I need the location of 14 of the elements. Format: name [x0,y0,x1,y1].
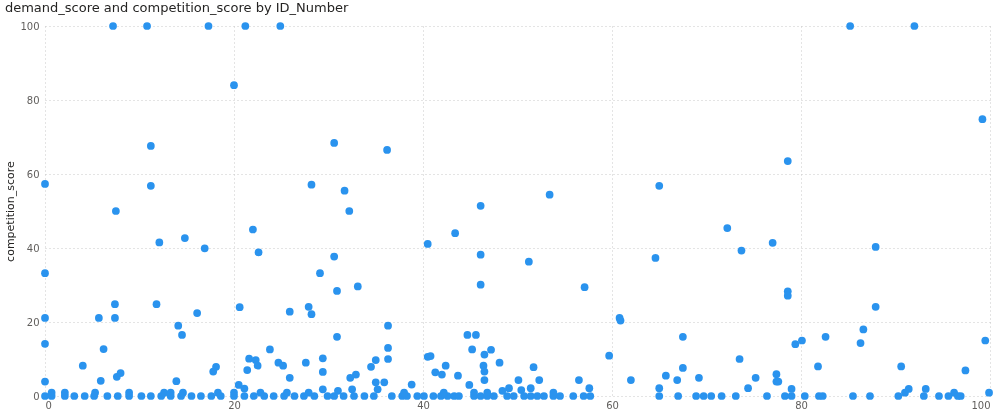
x-tick-label: 20 [228,399,241,411]
y-tick-label: 40 [26,242,40,254]
x-tick-label: 0 [45,399,52,411]
y-tick-label: 60 [26,168,40,180]
x-tick-label: 40 [417,399,430,411]
y-tick-label: 100 [20,20,40,32]
x-tick-label: 100 [971,399,991,411]
x-tick-label: 80 [795,399,808,411]
x-tick-label: 60 [606,399,619,411]
chart-title: demand_score and competition_score by ID_Number [4,0,349,15]
y-tick-label: 80 [26,94,40,106]
y-axis-title: competition_score [4,160,18,262]
y-tick-label: 0 [33,390,40,402]
y-tick-label: 20 [26,316,40,328]
